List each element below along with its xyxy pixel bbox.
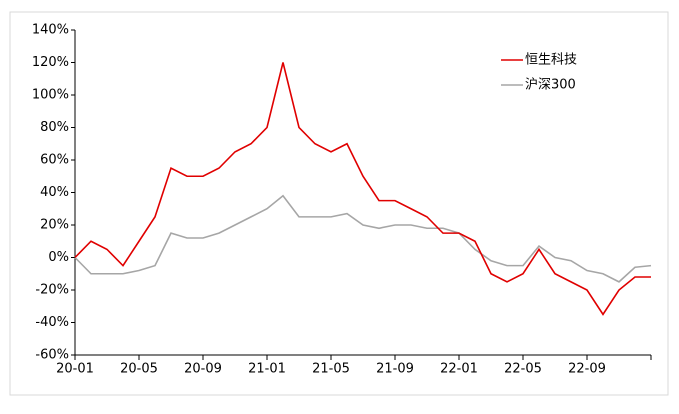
y-tick-label: 140% — [32, 23, 69, 38]
legend-label: 沪深300 — [525, 77, 576, 93]
y-tick-label: 80% — [40, 120, 69, 135]
y-tick-label: -40% — [35, 315, 69, 330]
x-tick-label: 22-09 — [568, 362, 606, 377]
y-tick-label: 100% — [32, 88, 69, 103]
x-tick-label: 22-05 — [504, 362, 542, 377]
x-tick-label: 20-05 — [120, 362, 158, 377]
x-tick-label: 21-01 — [248, 362, 286, 377]
series-line — [74, 194, 652, 283]
x-tick-label: 20-01 — [56, 362, 94, 377]
y-tick-label: 40% — [40, 185, 69, 200]
legend-label: 恒生科技 — [525, 53, 577, 68]
y-tick-label: 0% — [48, 250, 69, 265]
y-tick-label: -60% — [35, 348, 69, 363]
x-tick-label: 20-09 — [184, 362, 222, 377]
x-tick-label: 21-05 — [312, 362, 350, 377]
chart-frame — [9, 11, 669, 396]
y-tick-label: -20% — [35, 283, 69, 298]
series-line — [74, 62, 651, 316]
y-tick-label: 20% — [40, 218, 69, 233]
x-tick-label: 22-01 — [440, 362, 478, 377]
x-tick-label: 21-09 — [376, 362, 414, 377]
y-tick-label: 120% — [32, 55, 69, 70]
y-tick-label: 60% — [40, 153, 69, 168]
